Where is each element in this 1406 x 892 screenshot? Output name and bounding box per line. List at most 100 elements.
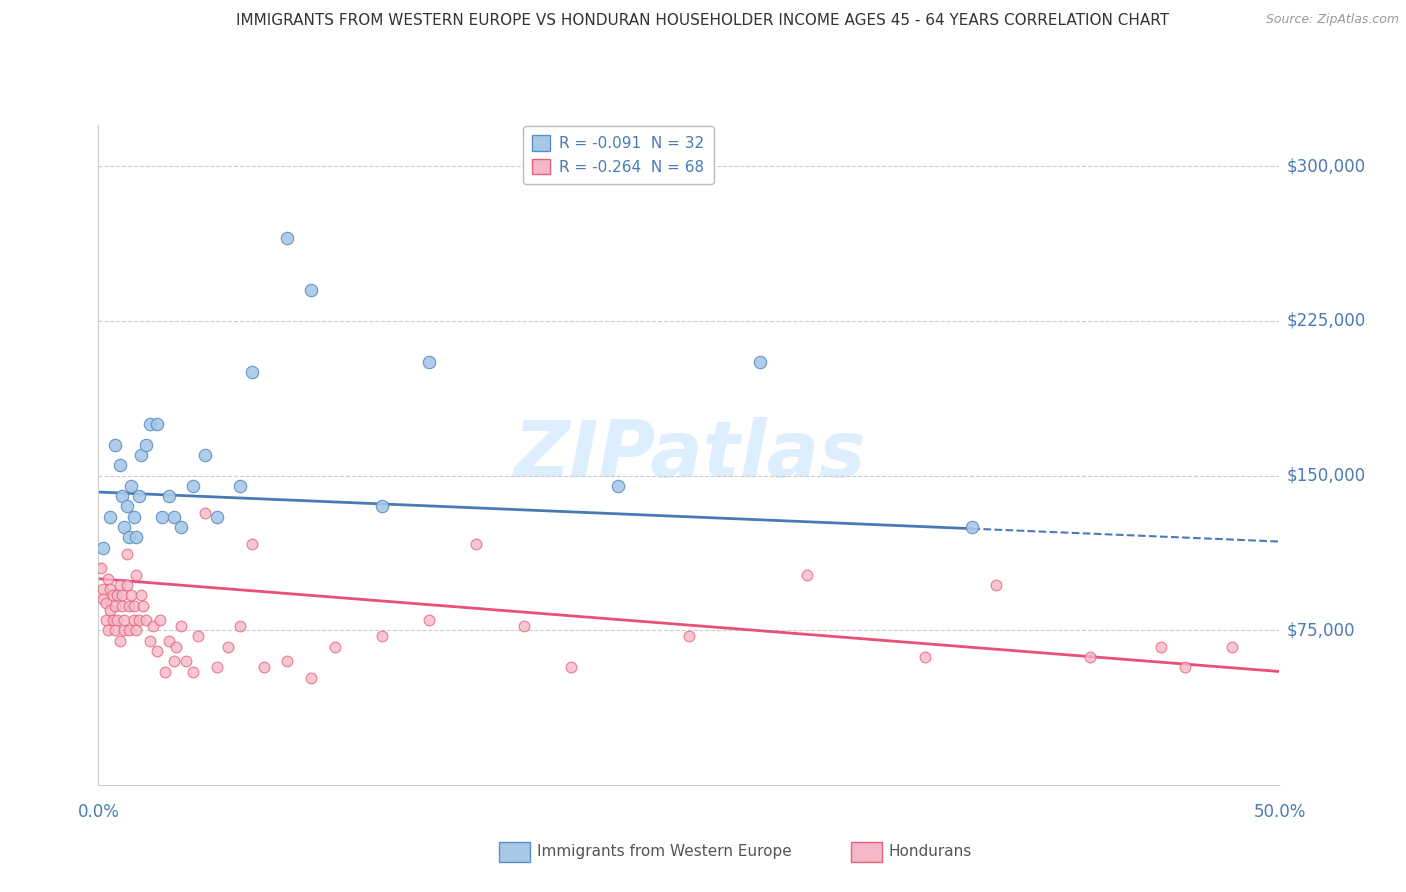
- Point: [1080, 650, 1102, 665]
- Point: [174, 654, 197, 668]
- Text: $300,000: $300,000: [1286, 157, 1365, 175]
- Point: [748, 355, 770, 369]
- Point: [112, 613, 135, 627]
- Point: [98, 582, 121, 596]
- Point: [217, 640, 239, 654]
- Point: [1174, 660, 1197, 674]
- Point: [128, 613, 150, 627]
- Point: [125, 530, 148, 544]
- Text: $75,000: $75,000: [1286, 621, 1355, 640]
- Point: [101, 588, 124, 602]
- Point: [1220, 640, 1243, 654]
- Point: [1150, 640, 1173, 654]
- Point: [94, 596, 117, 610]
- Text: ZIPatlas: ZIPatlas: [513, 417, 865, 493]
- Point: [111, 588, 134, 602]
- Point: [128, 489, 150, 503]
- Point: [170, 619, 193, 633]
- Point: [118, 599, 141, 613]
- Point: [98, 509, 121, 524]
- Point: [146, 417, 169, 431]
- Point: [914, 650, 936, 665]
- Point: [115, 547, 138, 561]
- Point: [194, 448, 217, 462]
- Point: [115, 500, 138, 514]
- Text: 0.0%: 0.0%: [77, 803, 120, 821]
- Point: [240, 536, 263, 550]
- Point: [104, 437, 127, 451]
- Point: [465, 536, 488, 550]
- Point: [371, 500, 394, 514]
- Point: [98, 602, 121, 616]
- Point: [276, 231, 298, 245]
- Point: [323, 640, 346, 654]
- Text: $150,000: $150,000: [1286, 467, 1365, 484]
- Point: [118, 530, 141, 544]
- Point: [418, 355, 440, 369]
- Point: [276, 654, 298, 668]
- Point: [104, 624, 127, 638]
- Point: [181, 479, 204, 493]
- Text: 50.0%: 50.0%: [1253, 803, 1306, 821]
- Point: [299, 283, 322, 297]
- Point: [984, 578, 1007, 592]
- Point: [91, 582, 114, 596]
- Point: [371, 630, 394, 644]
- Point: [97, 624, 120, 638]
- Point: [91, 592, 114, 607]
- Point: [132, 599, 155, 613]
- Point: [105, 588, 128, 602]
- Point: [108, 633, 131, 648]
- Point: [139, 417, 162, 431]
- Point: [108, 578, 131, 592]
- Text: Source: ZipAtlas.com: Source: ZipAtlas.com: [1265, 13, 1399, 27]
- Point: [149, 613, 172, 627]
- Point: [150, 509, 173, 524]
- Point: [105, 613, 128, 627]
- Point: [135, 613, 157, 627]
- Point: [194, 506, 217, 520]
- Point: [157, 633, 180, 648]
- Point: [97, 572, 120, 586]
- Point: [157, 489, 180, 503]
- Point: [512, 619, 534, 633]
- Text: IMMIGRANTS FROM WESTERN EUROPE VS HONDURAN HOUSEHOLDER INCOME AGES 45 - 64 YEARS: IMMIGRANTS FROM WESTERN EUROPE VS HONDUR…: [236, 13, 1170, 29]
- Point: [607, 479, 630, 493]
- Point: [101, 613, 124, 627]
- Text: Hondurans: Hondurans: [889, 845, 972, 859]
- Text: Immigrants from Western Europe: Immigrants from Western Europe: [537, 845, 792, 859]
- Point: [108, 458, 131, 473]
- Point: [125, 567, 148, 582]
- Point: [104, 599, 127, 613]
- Point: [146, 644, 169, 658]
- Point: [142, 619, 165, 633]
- Point: [299, 671, 322, 685]
- Point: [115, 578, 138, 592]
- Point: [181, 665, 204, 679]
- Point: [139, 633, 162, 648]
- Point: [560, 660, 582, 674]
- Point: [153, 665, 176, 679]
- Point: [253, 660, 276, 674]
- Point: [118, 624, 141, 638]
- Text: $225,000: $225,000: [1286, 312, 1365, 330]
- Point: [91, 541, 114, 555]
- Point: [187, 630, 209, 644]
- Point: [129, 448, 152, 462]
- Point: [125, 624, 148, 638]
- Point: [165, 640, 187, 654]
- Point: [112, 624, 135, 638]
- Point: [122, 613, 145, 627]
- Point: [94, 613, 117, 627]
- Point: [205, 660, 228, 674]
- Point: [122, 599, 145, 613]
- Legend: R = -0.091  N = 32, R = -0.264  N = 68: R = -0.091 N = 32, R = -0.264 N = 68: [523, 126, 714, 184]
- Point: [122, 509, 145, 524]
- Point: [111, 489, 134, 503]
- Point: [90, 561, 112, 575]
- Point: [121, 479, 143, 493]
- Point: [962, 520, 984, 534]
- Point: [129, 588, 152, 602]
- Point: [229, 619, 252, 633]
- Point: [170, 520, 193, 534]
